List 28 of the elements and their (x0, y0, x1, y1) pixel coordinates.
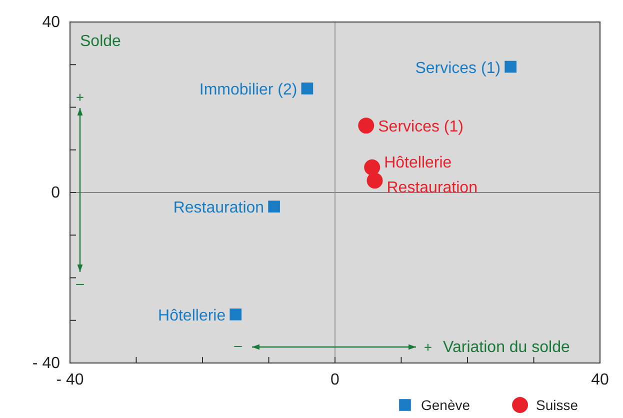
x-tick-label: 0 (330, 371, 340, 388)
annotation: Variation du solde (443, 339, 570, 356)
point (358, 118, 374, 134)
y-tick-label: - 40 (32, 355, 60, 372)
legend-label: Genève (421, 397, 470, 413)
legend-label: Suisse (536, 397, 578, 413)
y-tick-label: 0 (51, 184, 60, 202)
annotation: Services (1) (415, 60, 501, 77)
point (268, 200, 280, 212)
annotation: Hôtellerie (384, 154, 452, 172)
y-tick-label: 40 (42, 14, 60, 32)
annotation: Immobilier (2) (199, 81, 298, 98)
point (230, 308, 242, 320)
x-tick-label: - 40 (56, 371, 84, 388)
point (301, 82, 314, 94)
point (366, 172, 383, 189)
x-tick-label: 40 (591, 371, 609, 388)
annotation: Services (1) (378, 118, 464, 136)
annotation: Restauration (386, 180, 478, 197)
annotation: Solde (80, 33, 122, 50)
annotation: Restauration (173, 200, 264, 217)
annotation: Hôtellerie (158, 307, 226, 324)
annotation: + (424, 339, 432, 355)
point (364, 159, 380, 176)
annotation: + (76, 89, 84, 105)
annotation: – (76, 275, 84, 291)
point (504, 60, 516, 73)
annotation: – (234, 337, 242, 353)
